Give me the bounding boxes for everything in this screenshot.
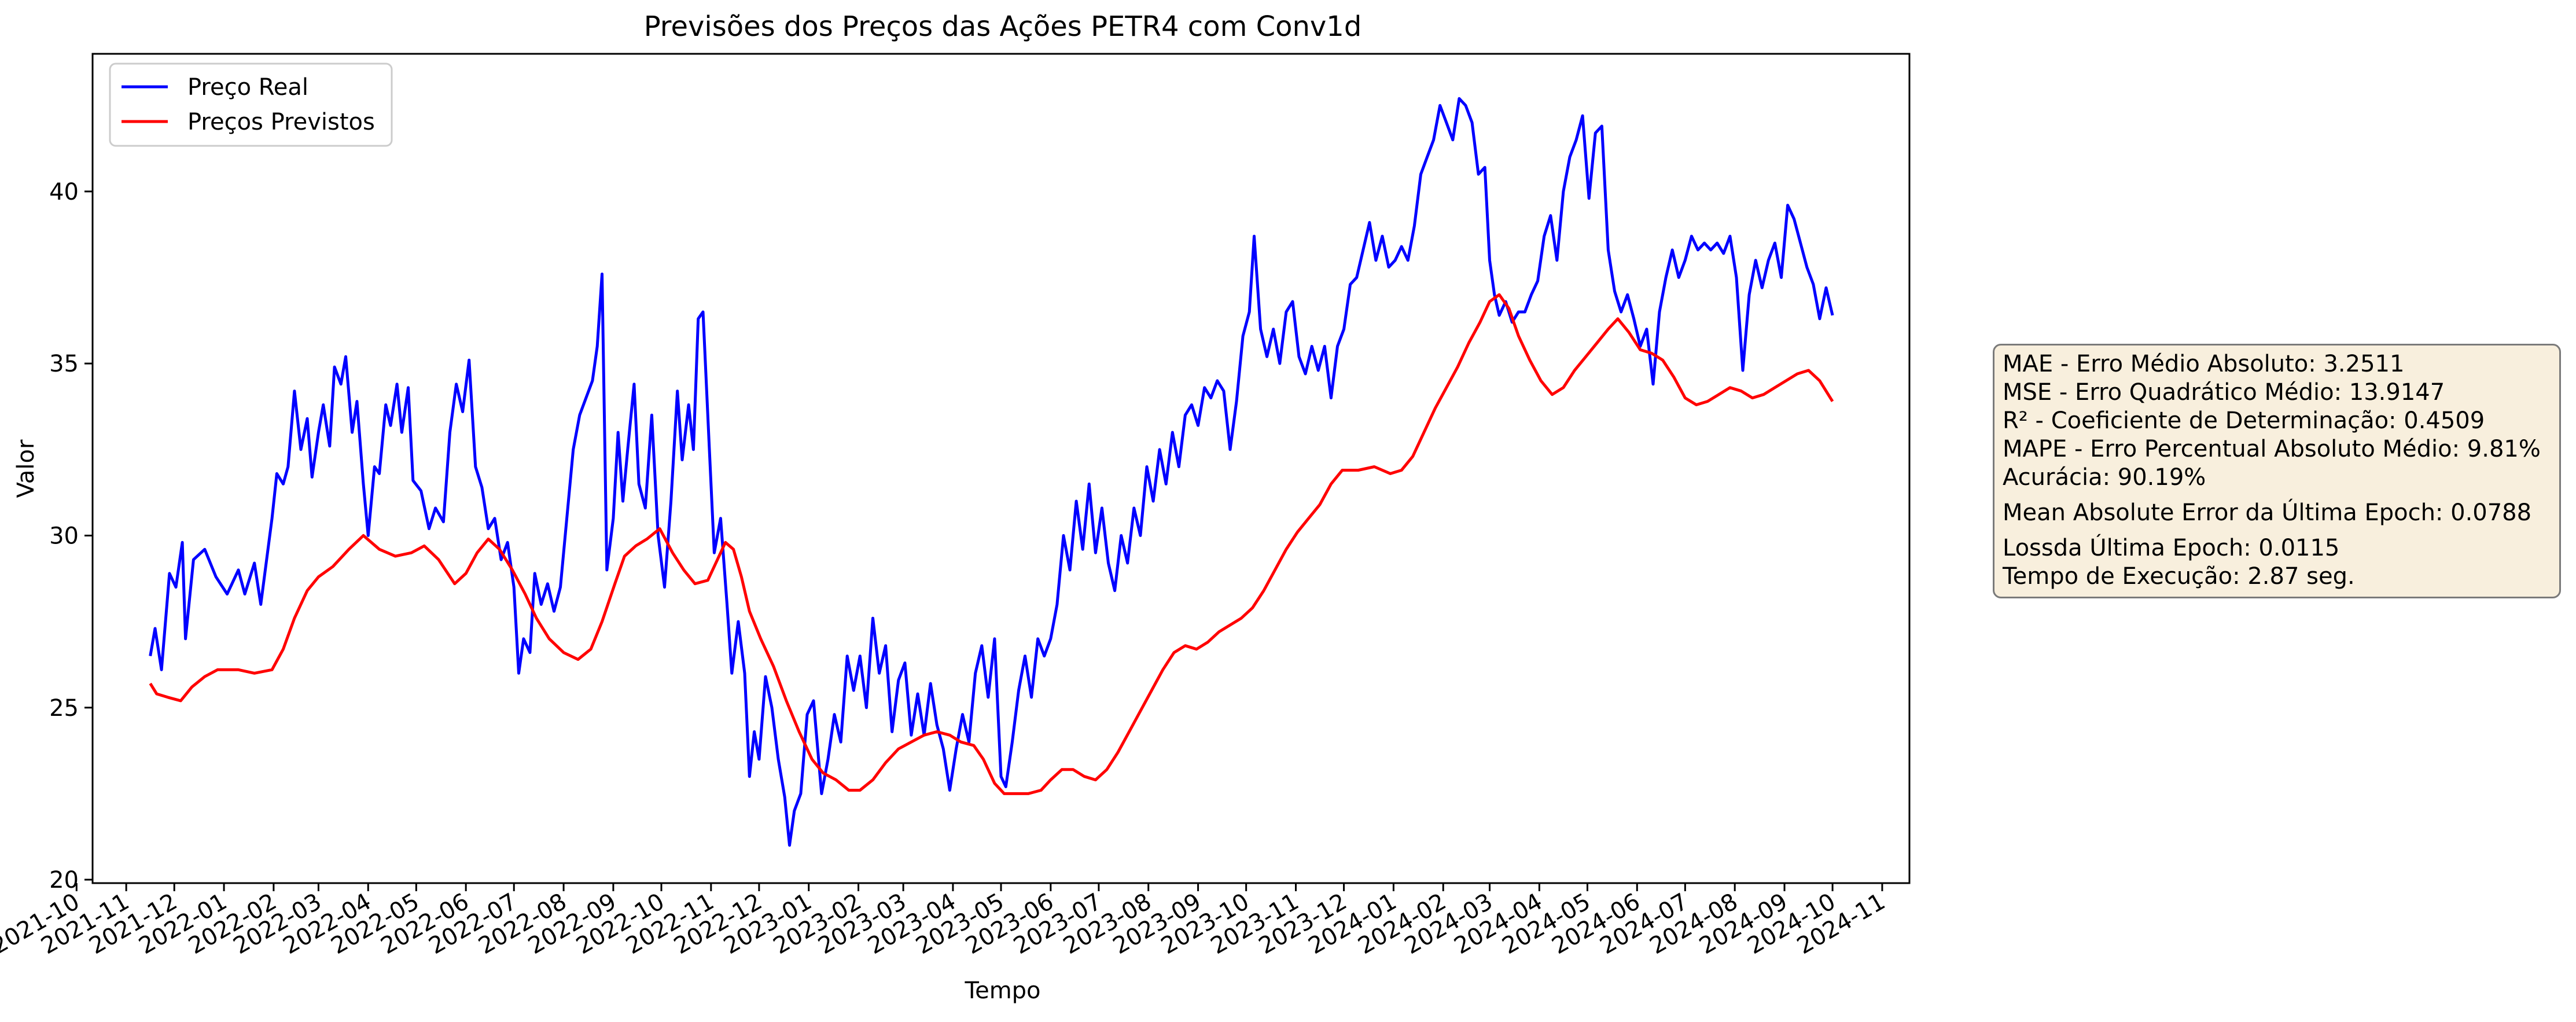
series-line-predicted-price xyxy=(149,293,1834,795)
y-tick-label: 40 xyxy=(49,179,79,205)
metric-r2: R² - Coeficiente de Determinação: 0.4509 xyxy=(2003,407,2485,434)
x-axis-label: Tempo xyxy=(964,977,1040,1004)
legend-label-real: Preço Real xyxy=(187,74,308,101)
plot-area xyxy=(149,97,1834,847)
x-axis: 2021-102021-112021-122022-012022-022022-… xyxy=(0,883,1890,959)
metric-last-epoch-mae: Mean Absolute Error da Última Epoch: 0.0… xyxy=(2003,499,2532,526)
metrics-box: MAE - Erro Médio Absoluto: 3.2511 MSE - … xyxy=(1993,344,2561,598)
metric-accuracy: Acurácia: 90.19% xyxy=(2003,464,2206,491)
legend: Preço Real Preços Previstos xyxy=(109,63,393,147)
metric-execution-time: Tempo de Execução: 2.87 seg. xyxy=(2003,563,2355,590)
y-axis: 20 25 30 35 40 xyxy=(49,179,93,894)
y-axis-label: Valor xyxy=(13,439,39,498)
series-line-real-price xyxy=(149,97,1834,847)
y-tick-label: 25 xyxy=(49,695,79,722)
chart-title: Previsões dos Preços das Ações PETR4 com… xyxy=(644,10,1362,43)
y-tick-label: 30 xyxy=(49,523,79,549)
metric-last-epoch-loss: Lossda Última Epoch: 0.0115 xyxy=(2003,535,2340,561)
metric-mape: MAPE - Erro Percentual Absoluto Médio: 9… xyxy=(2003,436,2541,462)
metric-mae: MAE - Erro Médio Absoluto: 3.2511 xyxy=(2003,351,2405,377)
legend-label-predicted: Preços Previstos xyxy=(187,109,375,135)
legend-frame xyxy=(109,63,393,147)
y-tick-label: 20 xyxy=(49,867,79,894)
y-tick-label: 35 xyxy=(49,351,79,377)
metric-mse: MSE - Erro Quadrático Médio: 13.9147 xyxy=(2003,379,2445,406)
